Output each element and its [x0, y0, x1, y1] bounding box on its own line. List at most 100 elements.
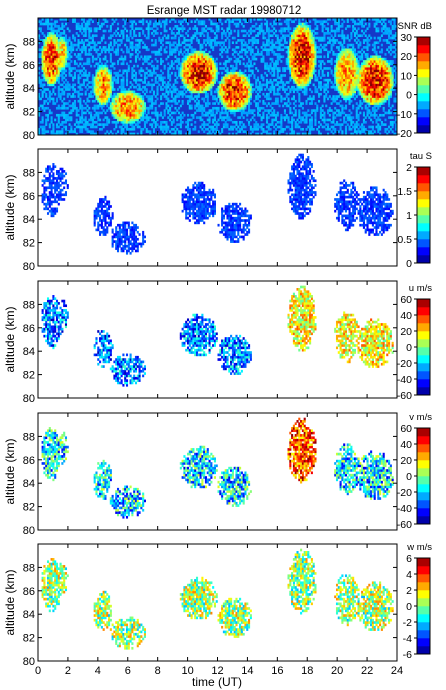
data-cell: [197, 106, 200, 110]
data-cell: [194, 81, 197, 84]
data-cell: [359, 85, 362, 89]
data-cell: [116, 113, 120, 117]
data-cell: [204, 53, 208, 56]
data-cell: [267, 125, 270, 129]
data-cell: [240, 99, 243, 103]
data-cell: [309, 36, 312, 40]
data-cell: [294, 60, 297, 63]
data-cell: [199, 53, 202, 56]
data-cell: [233, 99, 236, 103]
data-cell: [292, 64, 295, 68]
data-cell: [343, 90, 346, 94]
data-cell: [68, 69, 71, 73]
data-cell: [48, 125, 51, 129]
data-cell: [186, 29, 190, 33]
data-cell: [179, 67, 182, 70]
data-cell: [125, 78, 129, 82]
data-cell: [108, 46, 111, 49]
data-cell: [93, 92, 96, 96]
data-cell: [242, 78, 245, 82]
data-cell: [91, 39, 94, 42]
data-cell: [332, 125, 335, 129]
data-cell: [73, 127, 76, 131]
data-cell: [192, 81, 195, 84]
data-cell: [129, 20, 132, 23]
data-cell: [116, 118, 120, 122]
data-cell: [239, 20, 242, 23]
data-cell: [233, 95, 236, 98]
data-cell: [248, 85, 251, 89]
data-cell: [197, 85, 200, 89]
data-cell: [147, 97, 150, 101]
data-cell: [124, 120, 127, 124]
data-cell: [125, 113, 129, 117]
data-cell: [152, 102, 155, 105]
data-cell: [224, 123, 227, 126]
data-cell: [309, 39, 312, 42]
data-cell: [186, 55, 190, 59]
data-cell: [312, 46, 315, 49]
data-cell: [208, 125, 211, 129]
data-cell: [343, 50, 346, 54]
data-cell: [122, 116, 125, 119]
data-cell: [91, 46, 94, 49]
data-cell: [174, 88, 177, 91]
data-cell: [318, 81, 321, 84]
data-cell: [57, 34, 60, 38]
data-cell: [179, 43, 182, 47]
data-cell: [59, 57, 62, 61]
data-cell: [199, 74, 202, 77]
data-cell: [240, 85, 243, 89]
data-cell: [136, 120, 139, 124]
data-cell: [323, 32, 326, 35]
data-cell: [309, 76, 312, 80]
data-cell: [188, 46, 191, 49]
data-cell: [116, 53, 120, 56]
data-cell: [244, 50, 247, 54]
data-cell: [305, 92, 308, 96]
data-cell: [326, 85, 330, 89]
data-cell: [68, 64, 71, 68]
data-cell: [122, 90, 125, 94]
data-cell: [161, 76, 164, 80]
data-cell: [151, 95, 154, 98]
data-cell: [305, 90, 308, 94]
data-cell: [140, 74, 143, 77]
data-cell: [300, 48, 303, 52]
data-cell: [111, 76, 114, 80]
data-cell: [106, 109, 109, 112]
data-cell: [127, 90, 130, 94]
data-cell: [194, 69, 197, 73]
data-cell: [86, 120, 89, 124]
data-cell: [183, 41, 186, 45]
data-cell: [361, 95, 364, 98]
data-cell: [350, 53, 353, 56]
data-cell: [161, 43, 164, 47]
data-cell: [43, 34, 46, 38]
data-cell: [186, 88, 190, 91]
data-cell: [242, 34, 245, 38]
data-cell: [190, 41, 193, 45]
data-cell: [343, 57, 346, 61]
data-cell: [91, 90, 94, 94]
data-cell: [237, 95, 240, 98]
data-cell: [172, 132, 175, 136]
data-cell: [237, 53, 240, 56]
data-cell: [237, 71, 240, 75]
data-cell: [108, 97, 111, 101]
data-cell: [298, 57, 301, 61]
data-cell: [79, 118, 82, 122]
data-cell: [326, 97, 330, 101]
data-cell: [158, 104, 161, 108]
data-cell: [265, 125, 269, 129]
data-cell: [235, 99, 238, 103]
data-cell: [147, 22, 150, 26]
data-cell: [158, 125, 161, 129]
data-cell: [179, 74, 182, 77]
data-cell: [72, 34, 75, 38]
data-cell: [108, 92, 111, 96]
data-cell: [282, 69, 285, 73]
data-cell: [46, 71, 50, 75]
data-cell: [104, 116, 107, 119]
data-cell: [352, 116, 355, 119]
